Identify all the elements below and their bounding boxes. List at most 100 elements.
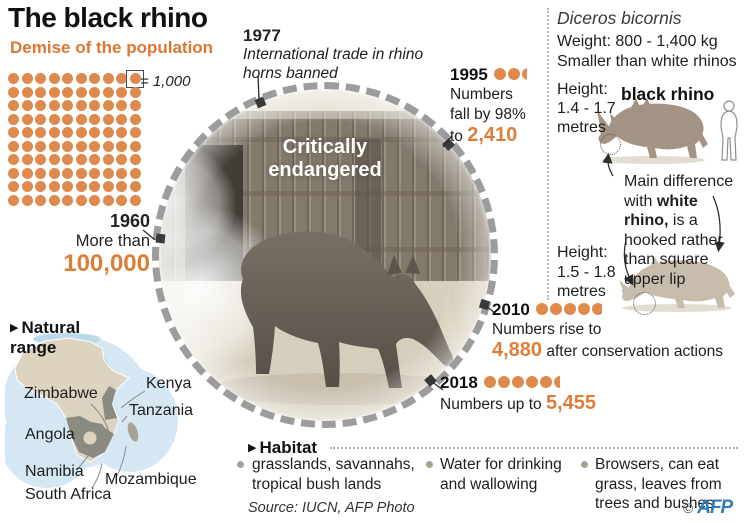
pictogram-dot <box>89 167 100 179</box>
pictogram-dot <box>21 181 33 192</box>
year-2018: 2018 <box>440 373 478 392</box>
pictogram-dot <box>102 167 114 179</box>
human-silhouette <box>720 100 738 161</box>
pictogram-dot <box>21 86 33 98</box>
country-mozambique: Mozambique <box>105 471 197 488</box>
value-1960: 100,000 <box>63 250 150 277</box>
height-range: 1.5 - 1.8 <box>557 263 616 281</box>
pictogram-dot <box>8 167 19 179</box>
text-1995-line3: to 2,410 <box>450 125 562 147</box>
pictogram-dot <box>75 113 87 125</box>
pictogram-dot <box>21 73 33 84</box>
pictogram-dot <box>75 167 87 179</box>
pictogram-dot <box>21 167 33 179</box>
country-namibia: Namibia <box>25 463 84 480</box>
pictogram-dot <box>8 86 19 98</box>
timeline-2010: 2010 Numbers rise to 4,880 after conserv… <box>492 300 742 362</box>
difference-note: Main difference with white rhino, is a h… <box>624 172 745 289</box>
pictogram-dot <box>116 154 127 165</box>
pictogram-dot <box>48 127 60 138</box>
country-zimbabwe: Zimbabwe <box>24 385 98 402</box>
pictogram-dot <box>129 181 141 192</box>
pictogram-dot <box>89 86 100 98</box>
pictogram-dot <box>102 140 114 152</box>
country-kenya: Kenya <box>146 375 192 392</box>
page-title: The black rhino <box>8 2 208 33</box>
year-1960: 1960 <box>109 211 150 231</box>
pictogram-dot <box>35 140 46 152</box>
pictogram-row <box>8 127 141 138</box>
pictogram-dot <box>102 194 114 206</box>
copyright-symbol: © <box>683 500 694 516</box>
timeline-1995: 1995 Numbers fall by 98% to 2,410 <box>450 65 562 147</box>
pictogram-dot <box>89 100 100 111</box>
country-south-africa: South Africa <box>25 486 112 503</box>
pictogram-dot <box>116 100 127 111</box>
pictogram-row <box>8 113 141 125</box>
pictogram-row <box>8 140 141 152</box>
difference-bold: white rhino, <box>624 192 698 230</box>
value-2010: 4,880 <box>492 339 543 361</box>
pictogram-dot <box>48 73 60 84</box>
pictogram-dot <box>102 181 114 192</box>
year-dots-2010 <box>534 300 602 320</box>
pictogram-dot <box>75 154 87 165</box>
pictogram-dot <box>116 181 127 192</box>
pictogram-dot <box>62 100 73 111</box>
pictogram-dot <box>48 140 60 152</box>
pictogram-dot <box>21 127 33 138</box>
population-pictogram <box>8 69 144 208</box>
afp-logo-text: AFP <box>697 497 733 518</box>
pictogram-dot <box>89 154 100 165</box>
pictogram-dot <box>21 194 33 206</box>
pictogram-dot <box>35 167 46 179</box>
pictogram-dot <box>35 100 46 111</box>
pictogram-dot <box>102 127 114 138</box>
text-2010-line1: Numbers rise to <box>492 321 602 338</box>
pictogram-dot <box>129 100 141 111</box>
pictogram-dot <box>62 113 73 125</box>
pictogram-dot <box>21 113 33 125</box>
pictogram-dot <box>129 140 141 152</box>
text-1995-line1: Numbers <box>450 86 513 103</box>
text-1995-line2: fall by 98% <box>450 106 526 123</box>
pictogram-dot <box>116 73 127 84</box>
page-subtitle: Demise of the population <box>10 38 214 57</box>
pictogram-dot <box>48 181 60 192</box>
dotted-leader-line <box>330 447 738 449</box>
pictogram-dot <box>129 194 141 206</box>
pictogram-dot <box>48 194 60 206</box>
hooked-lip-circle <box>600 134 621 155</box>
country-angola: Angola <box>25 426 75 443</box>
bullet-icon <box>426 461 433 468</box>
pictogram-dot <box>89 181 100 192</box>
height-unit: metres <box>557 283 606 300</box>
pictogram-dot <box>62 73 73 84</box>
pictogram-row <box>8 69 144 88</box>
value-1995: 2,410 <box>467 124 518 146</box>
year-dots-2018 <box>482 373 560 393</box>
pictogram-dot <box>62 194 73 206</box>
pictogram-dot <box>62 167 73 179</box>
bullet-icon <box>237 461 244 468</box>
africa-map <box>5 333 178 489</box>
pictogram-dot <box>8 140 19 152</box>
value-2018: 5,455 <box>545 392 597 414</box>
pictogram-dot <box>21 154 33 165</box>
range-heading-label: Natural range <box>10 318 81 357</box>
text-2018-prefix: Numbers up to <box>440 396 546 413</box>
country-tanzania: Tanzania <box>129 402 194 419</box>
white-rhino-height: Height: 1.5 - 1.8 metres <box>557 243 616 302</box>
pictogram-dot <box>75 100 87 111</box>
pictogram-dot <box>35 194 46 206</box>
habitat-heading-label: Habitat <box>259 438 318 457</box>
pictogram-dot <box>116 194 127 206</box>
timeline-1960: 1960 More than 100,000 <box>40 211 150 277</box>
pictogram-dot <box>75 140 87 152</box>
species-latin-name: Diceros bicornis <box>557 8 682 28</box>
pictogram-dot <box>48 100 60 111</box>
year-1977: 1977 <box>243 26 281 45</box>
height-range: 1.4 - 1.7 <box>557 100 616 117</box>
pictogram-dot <box>75 86 87 98</box>
habitat-item-browsers: Browsers, can eat grass, leaves from tre… <box>595 456 722 512</box>
